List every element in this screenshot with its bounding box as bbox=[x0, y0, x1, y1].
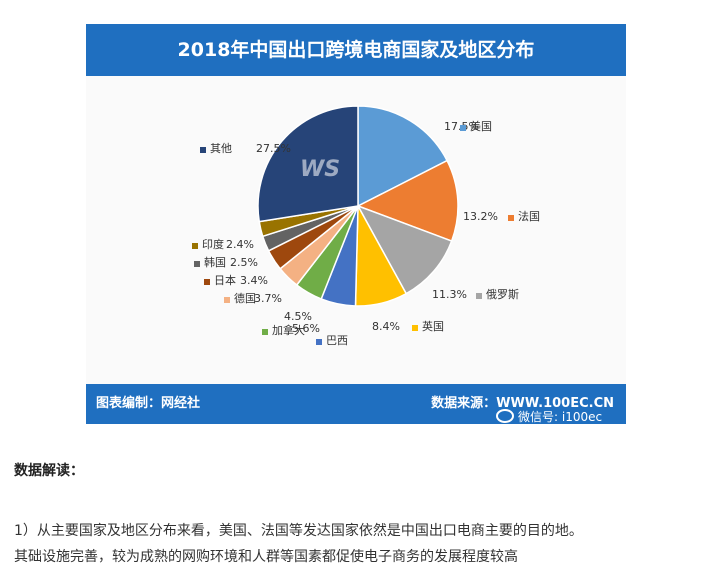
wechat-id: 微信号: i100ec bbox=[518, 410, 603, 424]
value-label-7: 3.4% bbox=[240, 274, 268, 287]
category-label-7: 日本 bbox=[214, 273, 236, 287]
pie-slice-1 bbox=[356, 159, 459, 243]
category-label-8: 韩国 bbox=[204, 255, 226, 269]
pie-chart: WS17.5%美国13.2%法国11.3%俄罗斯8.4%英国5.6%巴西4.5%… bbox=[192, 105, 540, 347]
category-label-0: 美国 bbox=[470, 120, 492, 133]
value-label-2: 11.3% bbox=[432, 288, 467, 301]
pie-slice-0 bbox=[357, 105, 449, 208]
value-label-9: 2.4% bbox=[226, 238, 254, 251]
footer-source: 数据来源：WWW.100EC.CN bbox=[431, 396, 614, 411]
category-label-10: 其他 bbox=[210, 142, 232, 155]
legend-marker-0 bbox=[460, 125, 466, 131]
footer-credit: 图表编制：网经社 bbox=[96, 396, 201, 411]
value-label-3: 8.4% bbox=[372, 320, 400, 333]
legend-marker-9 bbox=[192, 243, 198, 249]
section-heading: 数据解读： bbox=[14, 463, 84, 479]
article-line-2: 其础设施完善，较为成熟的网购环境和人群等国素都促使电子商务的发展程度较高 bbox=[14, 549, 518, 565]
article-line-1: 1）从主要国家及地区分布来看，美国、法国等发达国家依然是中国出口电商主要的目的地… bbox=[14, 523, 583, 539]
wechat-watermark: 微信号: i100ec bbox=[496, 408, 602, 425]
legend-marker-4 bbox=[316, 339, 322, 345]
legend-marker-1 bbox=[508, 215, 514, 221]
legend-marker-10 bbox=[200, 147, 206, 153]
category-label-2: 俄罗斯 bbox=[486, 288, 519, 301]
category-label-3: 英国 bbox=[422, 319, 444, 333]
value-label-10: 27.5% bbox=[256, 142, 291, 155]
article-paragraph: 1）从主要国家及地区分布来看，美国、法国等发达国家依然是中国出口电商主要的目的地… bbox=[14, 518, 704, 570]
category-label-9: 印度 bbox=[202, 237, 224, 251]
category-label-5: 加拿大 bbox=[272, 323, 305, 337]
value-label-6: 3.7% bbox=[254, 292, 282, 305]
logo-watermark-mark: WS bbox=[300, 157, 340, 182]
legend-marker-3 bbox=[412, 325, 418, 331]
chart-footer: 图表编制：网经社 数据来源：WWW.100EC.CN bbox=[86, 384, 626, 424]
wechat-icon bbox=[496, 409, 514, 423]
legend-marker-5 bbox=[262, 329, 268, 335]
value-label-5: 4.5% bbox=[284, 310, 312, 323]
pie-slice-10 bbox=[257, 105, 359, 223]
value-label-4: 5.6% bbox=[292, 322, 320, 335]
value-label-8: 2.5% bbox=[230, 256, 258, 269]
value-label-1: 13.2% bbox=[463, 210, 498, 223]
pie-slice-2 bbox=[356, 204, 453, 295]
category-label-1: 法国 bbox=[518, 209, 540, 223]
legend-marker-8 bbox=[194, 261, 200, 267]
category-label-4: 巴西 bbox=[326, 334, 348, 347]
chart-area: WS17.5%美国13.2%法国11.3%俄罗斯8.4%英国5.6%巴西4.5%… bbox=[86, 76, 626, 384]
legend-marker-2 bbox=[476, 293, 482, 299]
legend-marker-6 bbox=[224, 297, 230, 303]
chart-title: 2018年中国出口跨境电商国家及地区分布 bbox=[86, 24, 626, 76]
category-label-6: 德国 bbox=[234, 291, 256, 305]
legend-marker-7 bbox=[204, 279, 210, 285]
infographic-card: 2018年中国出口跨境电商国家及地区分布 WS17.5%美国13.2%法国11.… bbox=[86, 24, 626, 424]
